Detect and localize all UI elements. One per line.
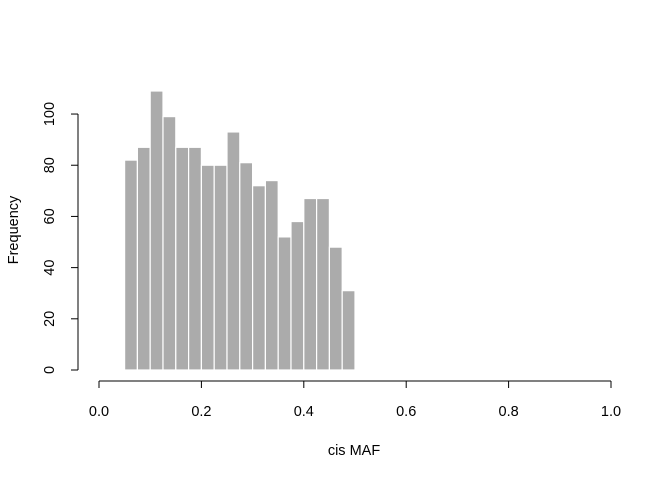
histogram-bar: [136, 146, 151, 371]
y-axis: 0 20 40 60 80 100: [42, 102, 79, 374]
x-axis-title: cis MAF: [328, 443, 381, 459]
histogram-bar: [239, 162, 254, 371]
x-tick-label: 0.6: [396, 404, 416, 420]
y-tick-label: 60: [42, 208, 58, 224]
histogram-bar: [341, 290, 356, 371]
y-tick-label: 20: [42, 311, 58, 327]
histogram-bar: [277, 236, 292, 371]
x-tick-label: 0.2: [191, 404, 211, 420]
histogram-bar: [123, 159, 138, 371]
bars-layer: [123, 90, 356, 371]
y-tick-label: 80: [42, 157, 58, 173]
x-axis: 0.0 0.2 0.4 0.6 0.8 1.0: [89, 380, 621, 420]
histogram-bar: [264, 179, 279, 371]
x-tick-label: 0.4: [294, 404, 314, 420]
histogram-bar: [200, 164, 215, 371]
y-tick-label: 40: [42, 260, 58, 276]
histogram-bar: [149, 90, 164, 371]
histogram-bar: [188, 146, 203, 371]
histogram-bar: [226, 131, 241, 371]
histogram-bar: [175, 146, 190, 371]
histogram-bar: [303, 197, 318, 371]
y-axis-title: Frequency: [6, 195, 22, 264]
histogram-bar: [213, 164, 228, 371]
x-tick-label: 0.0: [89, 404, 109, 420]
y-tick-label: 100: [42, 102, 58, 126]
y-tick-label: 0: [42, 366, 58, 374]
histogram-bar: [316, 197, 331, 371]
x-tick-label: 1.0: [601, 404, 621, 420]
histogram-bar: [252, 185, 267, 371]
histogram-bar: [162, 115, 177, 371]
histogram-bar: [290, 220, 305, 371]
x-tick-label: 0.8: [499, 404, 519, 420]
histogram-bar: [328, 246, 343, 371]
